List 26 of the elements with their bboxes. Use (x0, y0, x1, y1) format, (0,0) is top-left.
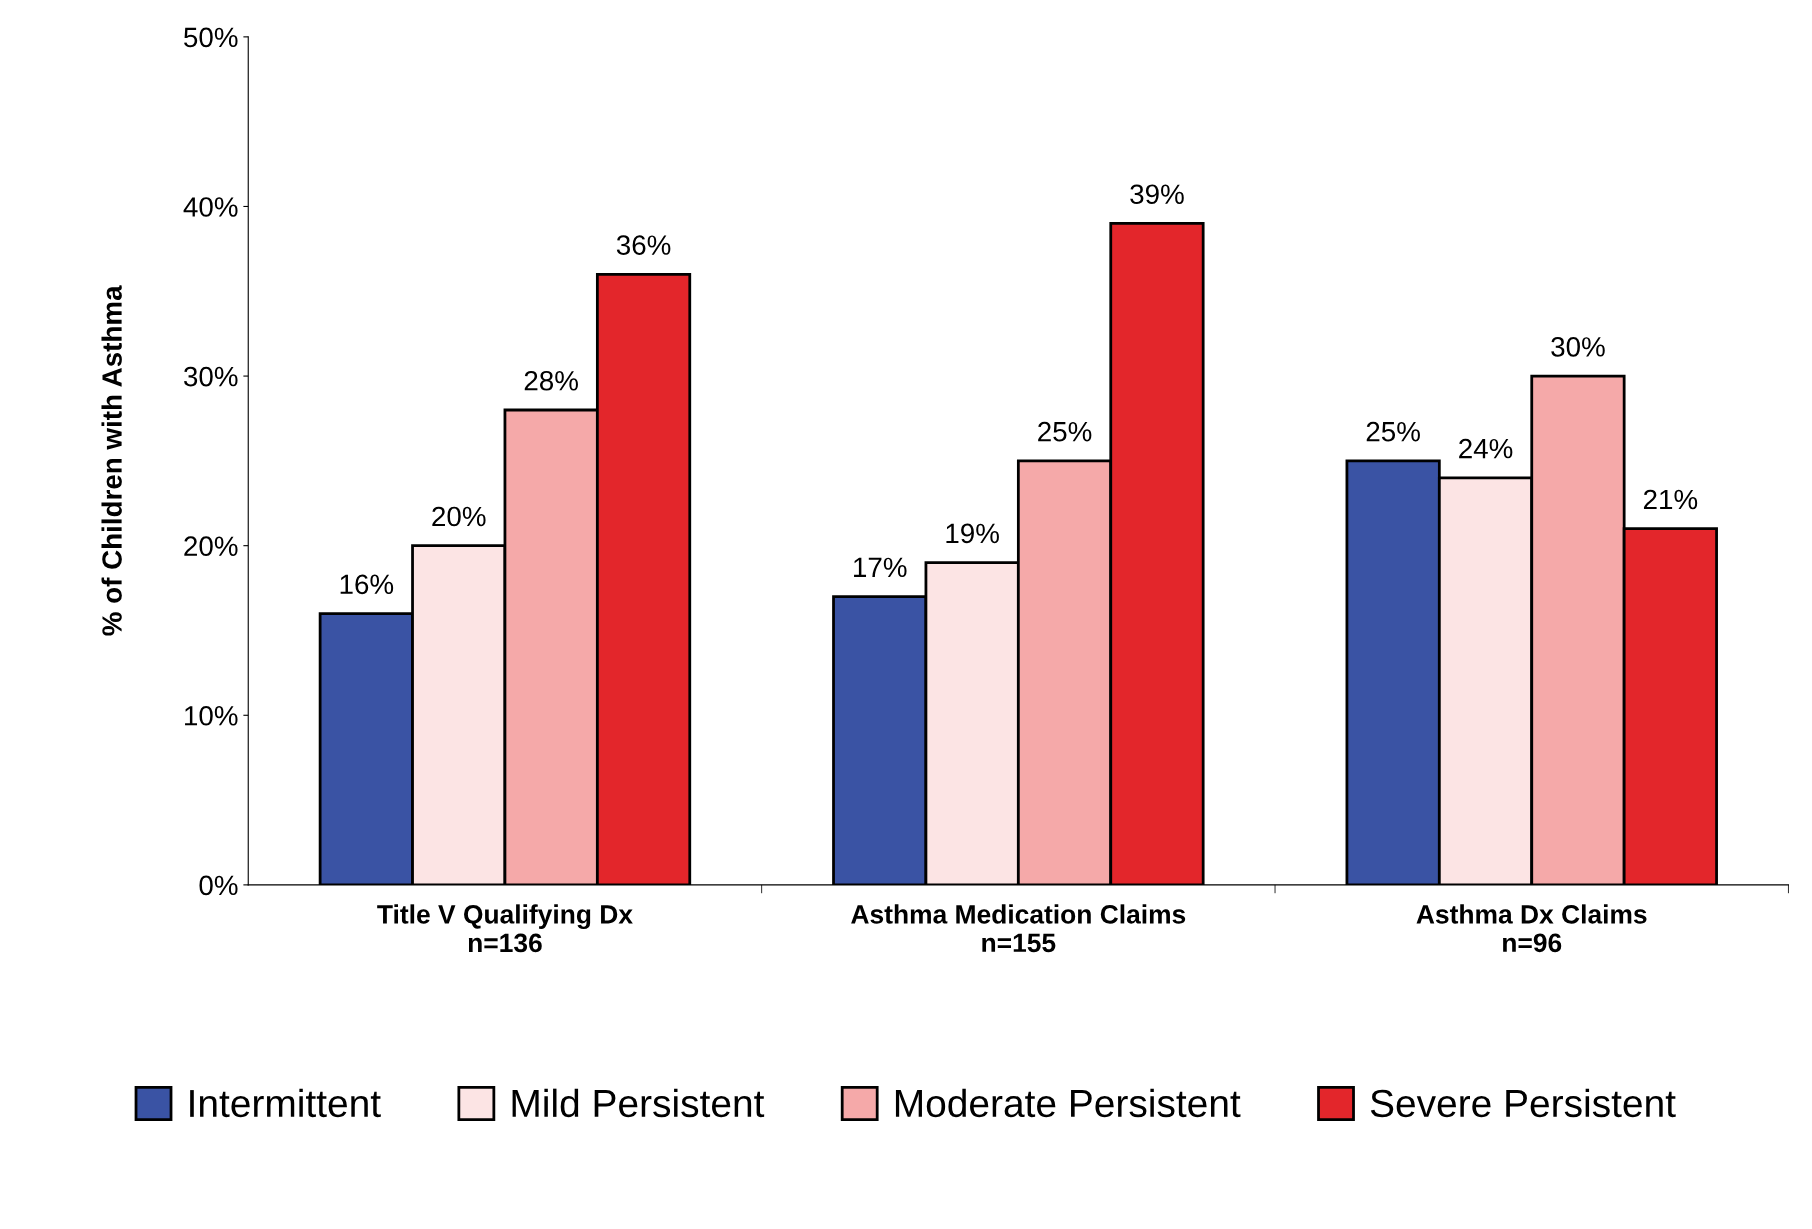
data-label: 30% (1551, 337, 1605, 357)
x-tick-label: Asthma Medication Claims n=155 (851, 904, 1186, 953)
x-tick-label: Title V Qualifying Dx n=136 (377, 904, 633, 953)
y-tick-label: 50% (184, 27, 238, 48)
legend-label: Intermittent (190, 1088, 381, 1118)
data-label: 25% (1038, 421, 1092, 442)
data-label: 24% (1459, 438, 1513, 459)
x-tick-label: Asthma Dx Claims n=96 (1416, 904, 1647, 953)
data-label: 20% (432, 506, 486, 527)
y-tick-label: 20% (184, 536, 238, 557)
y-axis-title: % of Children with Asthma (101, 285, 122, 636)
y-tick-label: 30% (183, 366, 238, 387)
legend-label: Mild Persistent (512, 1088, 765, 1118)
y-tick-label: 10% (185, 705, 238, 726)
data-label: 16% (340, 574, 394, 595)
y-tick-label: 0% (199, 875, 238, 896)
data-label: 36% (616, 235, 671, 255)
data-label: 19% (946, 523, 999, 544)
data-label: 21% (1643, 489, 1698, 510)
data-label: 28% (524, 370, 578, 391)
legend-label: Moderate Persistent (895, 1088, 1241, 1118)
data-label: 39% (1130, 184, 1184, 205)
legend-label: Severe Persistent (1370, 1088, 1676, 1118)
data-label: 17% (854, 557, 907, 578)
y-tick-label: 40% (183, 197, 238, 217)
data-label: 25% (1366, 421, 1420, 442)
